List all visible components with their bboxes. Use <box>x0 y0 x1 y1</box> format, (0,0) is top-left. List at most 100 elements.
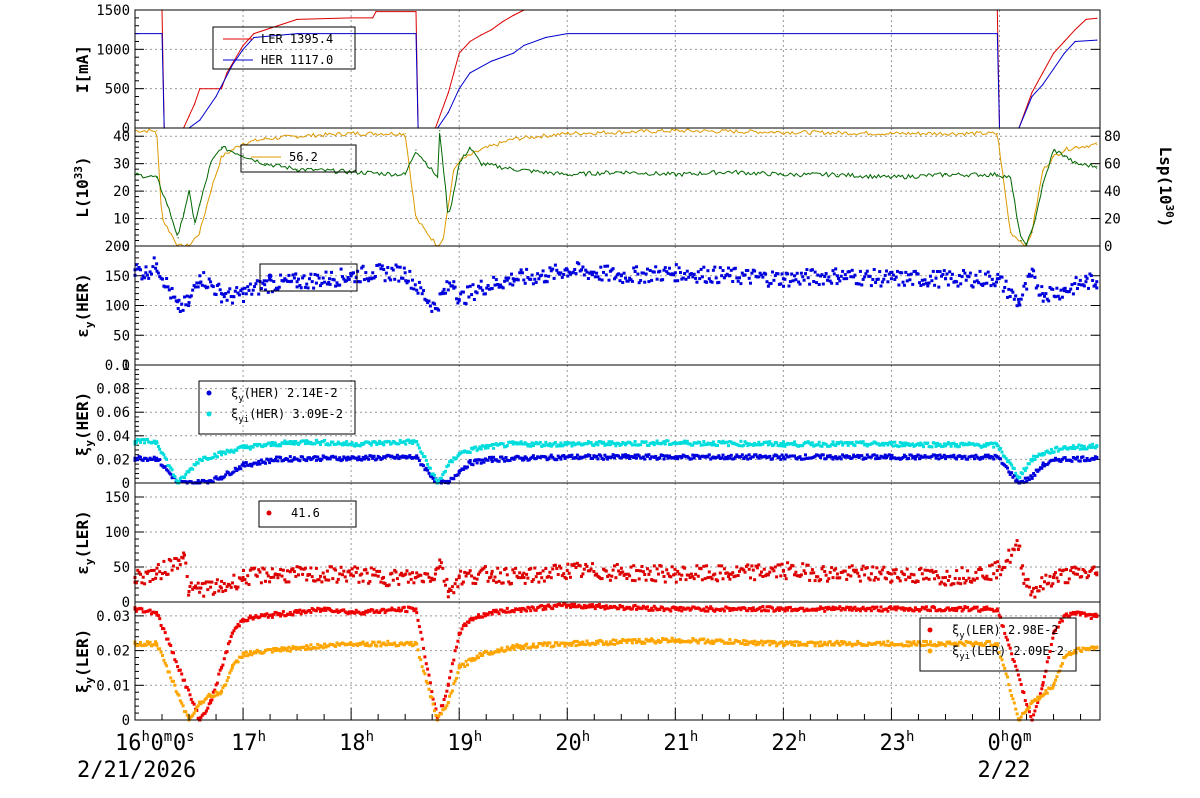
scatter-point <box>945 272 949 276</box>
data-point-3-0-10 <box>414 455 418 459</box>
scatter-point <box>390 606 394 610</box>
scatter-point <box>1007 548 1011 552</box>
scatter-point <box>589 441 593 444</box>
scatter-point <box>891 607 895 611</box>
scatter-point <box>619 456 623 460</box>
scatter-point <box>904 644 908 647</box>
scatter-point <box>1043 294 1046 298</box>
scatter-point <box>397 457 401 461</box>
scatter-point <box>250 464 254 468</box>
scatter-point <box>181 704 185 708</box>
xtick-label-4: 20h <box>555 729 590 756</box>
scatter-point <box>503 279 507 283</box>
data-point-5-0-18 <box>565 603 569 607</box>
scatter-point <box>935 441 939 445</box>
scatter-point <box>779 282 783 286</box>
data-point-0-0-40 <box>1096 17 1098 19</box>
scatter-point <box>630 279 634 283</box>
scatter-point <box>595 572 599 576</box>
data-point-3-0-13 <box>457 469 461 473</box>
scatter-point <box>847 455 851 459</box>
scatter-point <box>823 640 827 644</box>
y2tick-label-0: 0 <box>1104 239 1112 255</box>
data-point-3-1-16 <box>565 442 569 446</box>
data-point-0-1-9 <box>296 33 298 35</box>
scatter-point <box>1006 675 1009 679</box>
scatter-point <box>423 672 427 676</box>
scatter-point <box>1059 573 1063 576</box>
scatter-point <box>995 576 998 580</box>
scatter-point <box>450 662 454 666</box>
scatter-point <box>955 443 959 446</box>
scatter-point <box>798 455 802 459</box>
scatter-point <box>997 565 1001 569</box>
scatter-point <box>948 270 952 274</box>
scatter-point <box>244 581 248 585</box>
scatter-point <box>161 654 164 657</box>
scatter-point <box>222 582 226 585</box>
scatter-point <box>898 441 902 444</box>
scatter-point <box>868 274 872 278</box>
scatter-point <box>989 578 993 582</box>
scatter-point <box>426 462 430 466</box>
scatter-point <box>147 276 151 280</box>
panel-frame-3 <box>134 364 1101 484</box>
scatter-point <box>879 605 883 609</box>
scatter-point <box>924 640 928 643</box>
scatter-point <box>287 459 291 463</box>
scatter-point <box>585 639 589 643</box>
scatter-point <box>1010 694 1014 697</box>
data-point-3-0-26 <box>1095 456 1099 460</box>
scatter-point <box>512 279 516 283</box>
scatter-point <box>729 268 733 272</box>
legend-box-1 <box>240 144 357 173</box>
scatter-point <box>317 607 321 611</box>
scatter-point <box>1080 575 1084 579</box>
scatter-point <box>617 442 621 446</box>
scatter-point <box>1088 612 1092 616</box>
scatter-point <box>281 568 285 572</box>
scatter-point <box>610 642 614 646</box>
scatter-point <box>647 572 651 576</box>
scatter-point <box>466 465 469 469</box>
scatter-point <box>624 639 627 643</box>
scatter-point <box>652 564 656 568</box>
scatter-point <box>144 265 148 269</box>
scatter-point <box>1029 715 1033 718</box>
scatter-point <box>766 443 770 447</box>
scatter-point <box>666 572 670 576</box>
scatter-point <box>228 640 232 644</box>
scatter-point <box>944 644 948 648</box>
scatter-point <box>766 639 770 643</box>
scatter-point <box>580 642 583 646</box>
scatter-point <box>876 577 880 581</box>
scatter-point <box>167 670 171 674</box>
scatter-point <box>356 269 360 273</box>
scatter-point <box>933 283 937 287</box>
scatter-point <box>863 573 867 577</box>
scatter-point <box>813 579 817 583</box>
scatter-point <box>378 456 382 459</box>
scatter-point <box>163 285 167 289</box>
scatter-point <box>386 266 390 269</box>
scatter-point <box>1095 286 1099 290</box>
scatter-point <box>536 272 540 276</box>
scatter-point <box>527 606 531 610</box>
scatter-point <box>722 567 726 571</box>
scatter-point <box>753 639 757 643</box>
scatter-point <box>841 642 845 646</box>
legend-box-3 <box>198 380 356 435</box>
data-point-0-0-18 <box>447 92 449 94</box>
scatter-point <box>1060 619 1064 623</box>
scatter-point <box>291 645 295 649</box>
scatter-point <box>183 553 186 557</box>
data-point-2-0-22 <box>565 268 569 272</box>
scatter-point <box>1058 297 1062 301</box>
scatter-point <box>195 586 199 590</box>
scatter-point <box>923 278 927 282</box>
scatter-point <box>505 573 509 577</box>
scatter-point <box>990 563 994 567</box>
scatter-point <box>828 454 832 458</box>
scatter-point <box>387 276 391 280</box>
data-point-0-1-31 <box>1074 40 1076 43</box>
